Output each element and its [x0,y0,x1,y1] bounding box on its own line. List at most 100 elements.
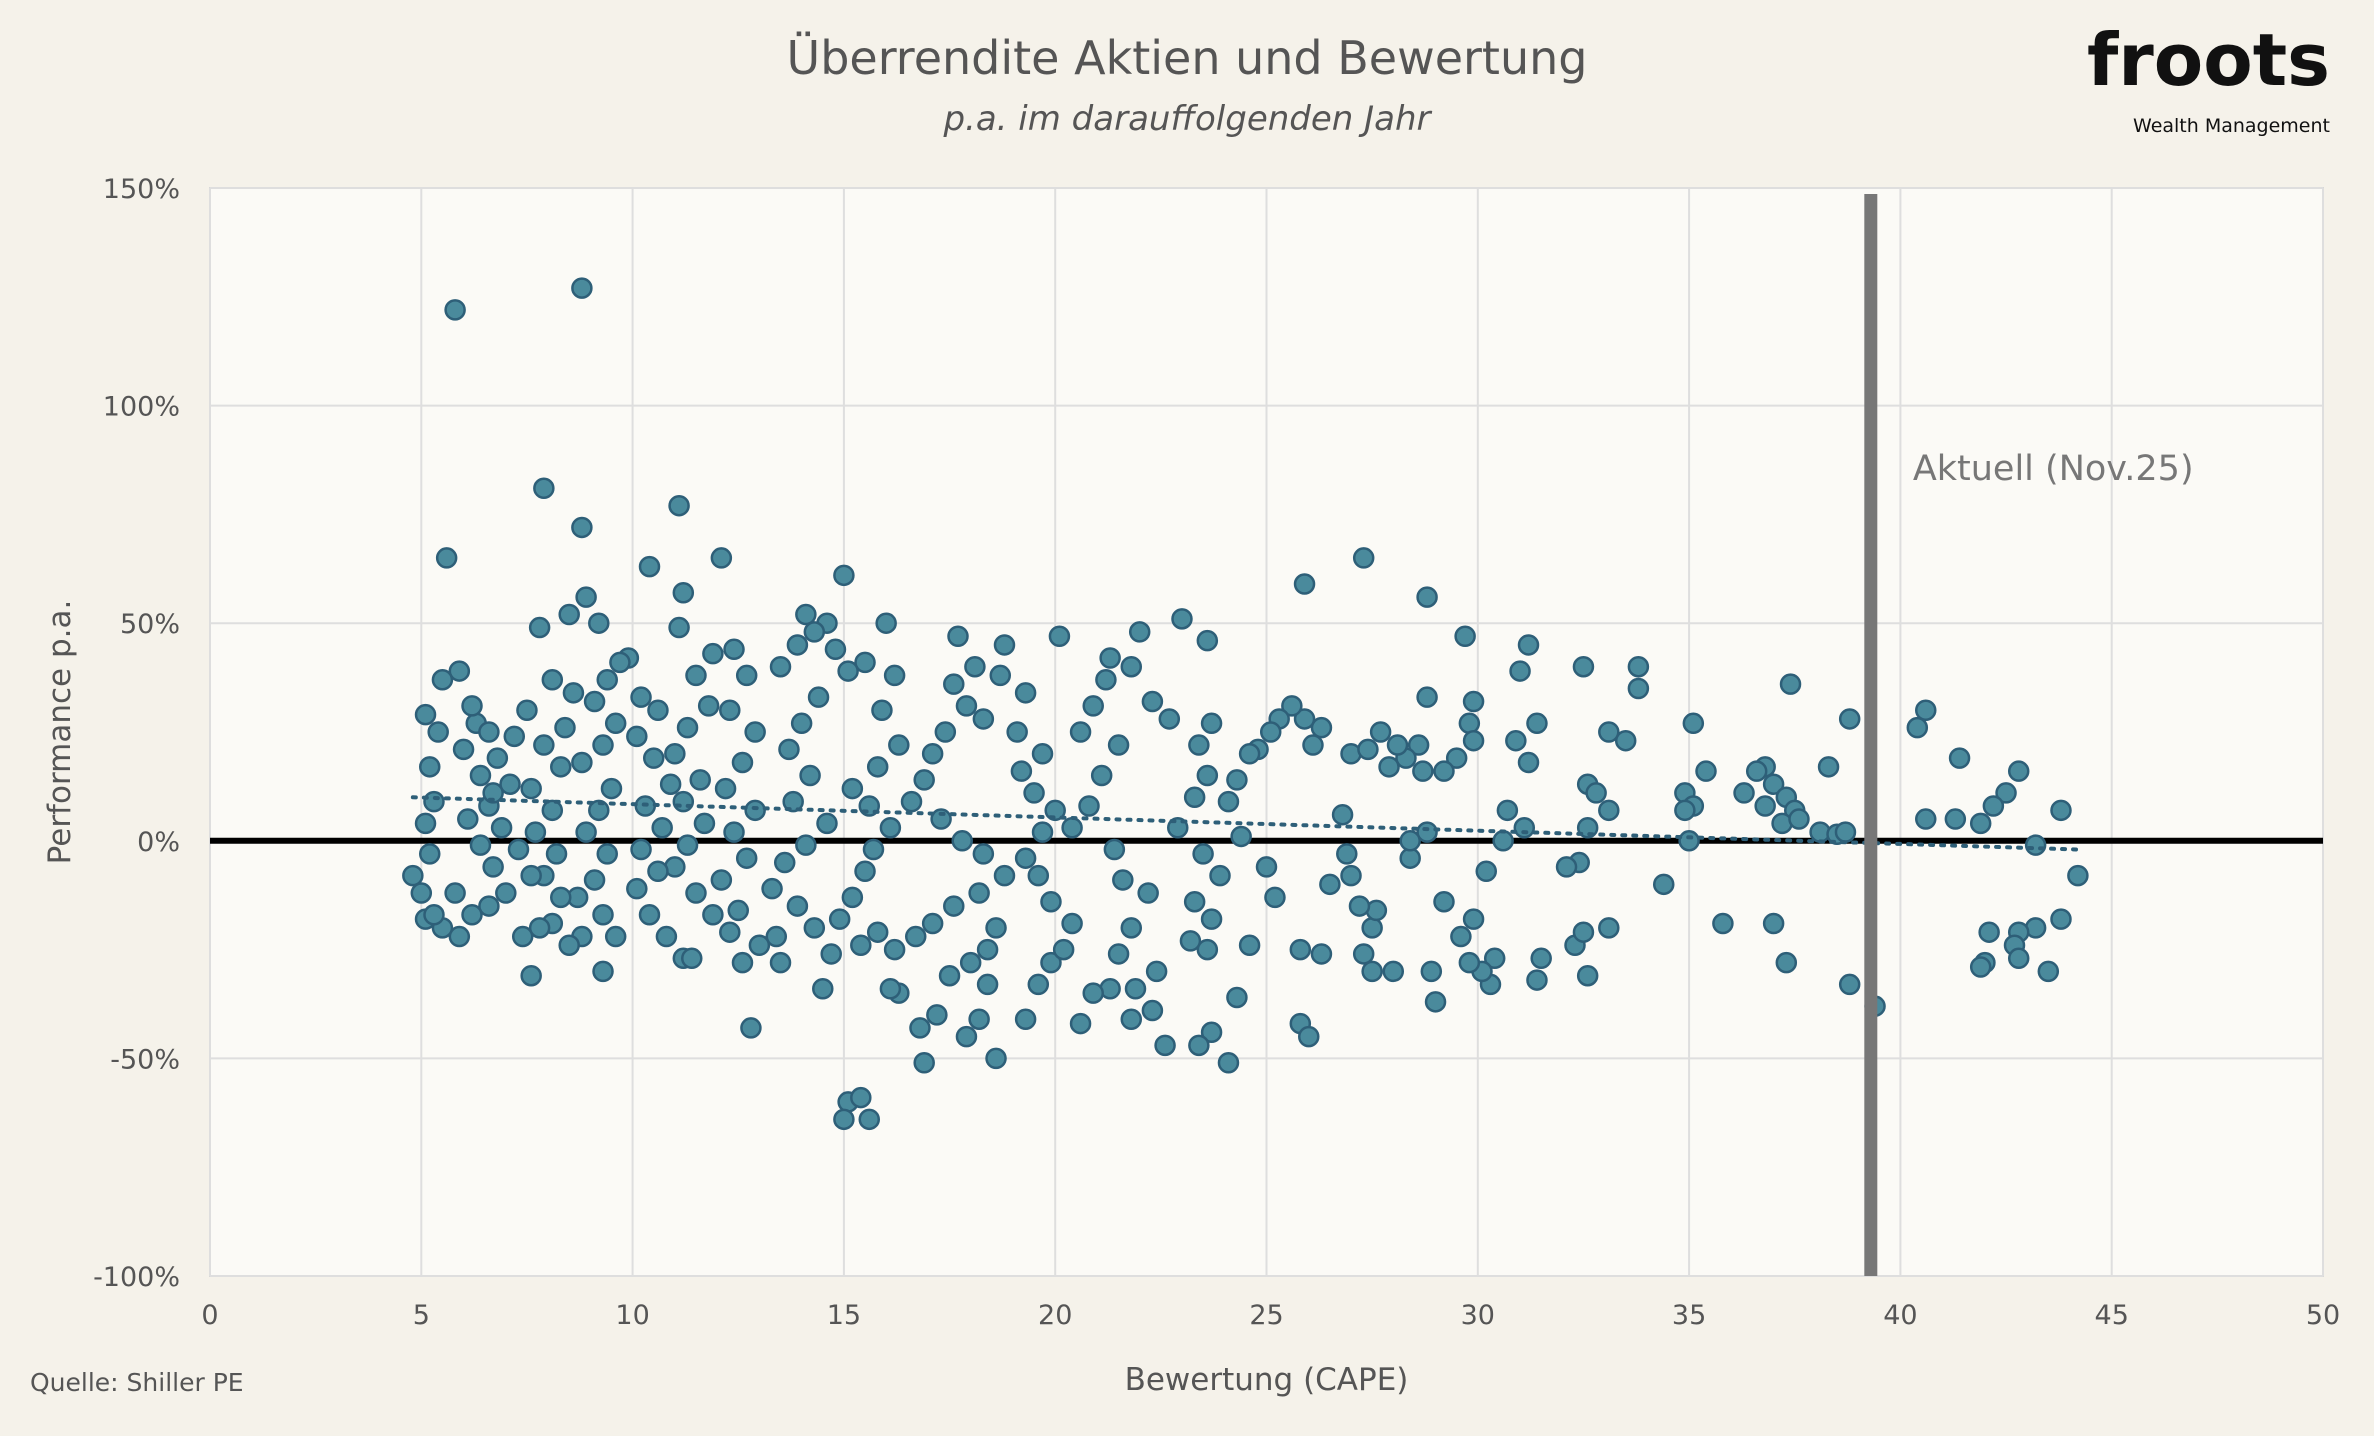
x-tick-label: 50 [2306,1300,2340,1331]
data-point [604,712,627,735]
data-point [1817,756,1840,778]
data-point [1331,803,1354,826]
data-point [1382,960,1405,983]
data-point [1614,729,1637,752]
data-point [850,1086,872,1109]
data-point [740,1017,762,1039]
data-point [520,777,542,800]
data-point [1298,1025,1320,1048]
data-point [731,951,754,974]
data-point [511,925,534,948]
data-point [685,882,707,904]
data-point [1712,912,1734,935]
data-point [461,695,483,717]
data-point [702,904,724,926]
data-point [803,917,826,939]
data-point [799,764,821,787]
data-point [1061,816,1083,839]
data-point [626,877,648,900]
x-tick-label: 40 [1883,1300,1917,1331]
x-tick-label: 5 [413,1300,430,1331]
data-point [541,799,564,822]
data-point [816,812,838,835]
data-point [1598,917,1620,939]
data-point [1475,860,1498,883]
data-point [427,721,449,743]
data-point [1188,734,1210,756]
data-point [1652,873,1675,896]
data-point [2037,960,2060,983]
data-point [604,925,627,948]
data-point [938,964,961,987]
data-point [583,690,606,713]
data-point [807,686,830,708]
data-point [676,834,699,856]
data-point [1340,864,1362,887]
y-tick-label: 100% [103,392,180,423]
data-point [875,612,897,634]
data-point [444,299,466,321]
data-point [1023,782,1045,804]
data-point [1319,873,1341,896]
data-point [993,864,1016,887]
data-point [541,669,564,691]
data-point [833,564,855,587]
data-point [702,642,724,665]
data-point [883,664,906,687]
data-point [2007,760,2030,782]
data-point [714,777,737,800]
data-point [930,808,952,830]
data-point [1530,947,1552,970]
data-point [596,669,618,691]
data-point [592,904,614,926]
data-point [985,1047,1007,1070]
data-point [786,895,809,917]
data-point [423,790,445,813]
data-point [1572,655,1595,678]
data-point [1674,799,1696,822]
data-point [1682,712,1705,735]
data-point [659,773,682,795]
data-point [1120,917,1143,939]
data-point [1293,708,1316,730]
data-point [1513,816,1536,839]
data-point [1209,864,1231,887]
data-point [904,925,927,948]
data-point [520,964,542,987]
data-point [2050,799,2072,822]
data-point [1352,943,1375,965]
data-point [1420,960,1443,983]
data-point [913,769,935,791]
data-point [414,703,437,726]
data-point [748,934,771,956]
data-point [828,908,851,930]
data-point [934,721,957,743]
data-point [638,555,661,578]
data-point [1259,721,1282,743]
data-point [1526,969,1548,991]
data-point [871,699,893,721]
data-point [1052,938,1075,961]
data-point [735,847,758,869]
data-point [795,834,817,856]
data-point [773,851,796,874]
data-point [1120,655,1143,678]
data-point [1027,864,1050,887]
data-point [609,651,631,674]
data-point [1006,721,1028,743]
data-point [1200,1021,1223,1044]
data-point [1014,847,1037,869]
data-point [1095,669,1117,691]
data-point [1509,660,1531,682]
y-tick-label: -50% [110,1044,180,1075]
data-point [765,925,788,948]
data-point [879,978,902,1000]
data-point [1454,625,1476,648]
data-point [2024,834,2047,856]
data-point [1838,708,1861,730]
data-point [1264,886,1286,909]
data-point [1733,782,1755,804]
data-point [803,621,826,643]
data-point [1128,621,1151,643]
